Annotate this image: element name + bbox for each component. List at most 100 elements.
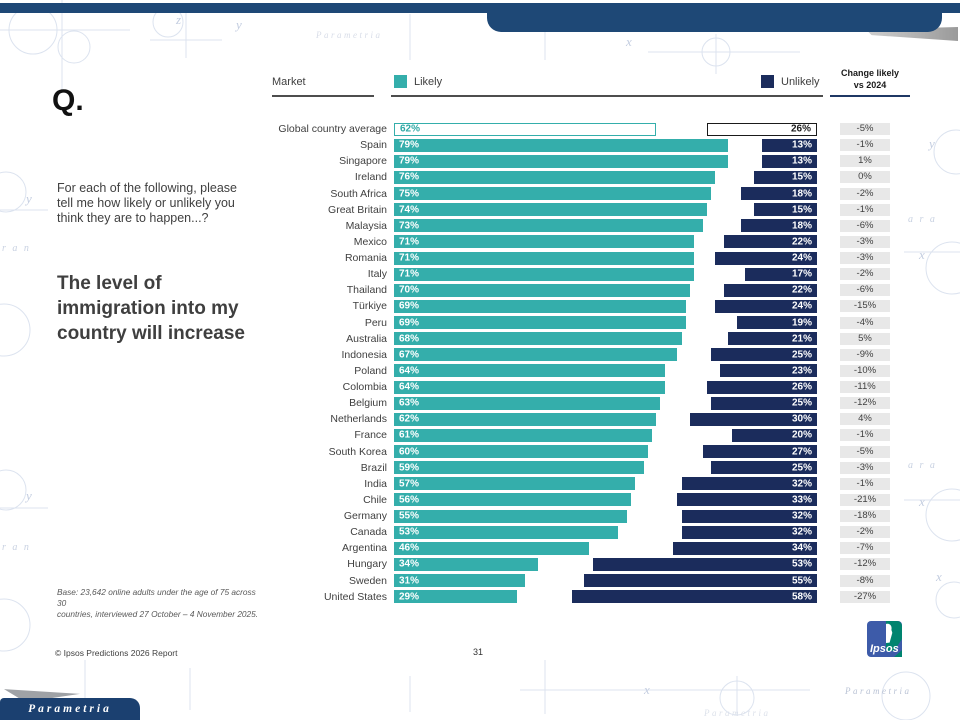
top-navy-band (487, 10, 942, 32)
chart-row: Spain 79% 13% -1% (270, 137, 890, 153)
likely-value: 70% (399, 284, 420, 296)
legend-likely-label: Likely (414, 75, 443, 88)
market-label: Peru (364, 316, 387, 329)
likely-value: 34% (399, 558, 420, 570)
chart-row: Australia 68% 21% 5% (270, 331, 890, 347)
likely-bar: 76% (394, 170, 716, 184)
unlikely-value: 20% (791, 429, 812, 441)
unlikely-value: 15% (791, 171, 812, 183)
change-cell: -1% (840, 203, 890, 216)
change-cell: -3% (840, 461, 890, 474)
change-cell: -18% (840, 510, 890, 523)
likely-bar: 57% (394, 477, 636, 491)
likely-value: 57% (399, 478, 420, 490)
likely-bar: 69% (394, 316, 686, 330)
watermark-text: r a n (2, 243, 31, 254)
question-mark-label: Q. (52, 84, 84, 117)
market-label: France (354, 429, 387, 442)
bar-track: 61% 20% (394, 428, 817, 442)
likely-bar: 62% (394, 412, 657, 426)
chart-row: Chile 56% 33% -21% (270, 492, 890, 508)
chart-row: Argentina 46% 34% -7% (270, 540, 890, 556)
unlikely-bar: 30% (690, 412, 817, 426)
unlikely-value: 23% (791, 365, 812, 377)
market-label: Malaysia (345, 219, 387, 232)
likely-value: 67% (399, 349, 420, 361)
unlikely-bar: 27% (702, 445, 817, 459)
bar-track: 62% 26% (394, 122, 817, 136)
legend-unlikely: Unlikely (761, 75, 820, 88)
unlikely-bar: 53% (592, 557, 817, 571)
unlikely-value: 19% (791, 317, 812, 329)
chart-row: Türkiye 69% 24% -15% (270, 298, 890, 314)
watermark-text: r a n (2, 542, 31, 553)
chart-row: Poland 64% 23% -10% (270, 363, 890, 379)
likely-value: 71% (399, 268, 420, 280)
unlikely-value: 13% (791, 139, 812, 151)
unlikely-bar: 22% (723, 235, 817, 249)
change-cell: 4% (840, 413, 890, 426)
unlikely-bar: 18% (740, 187, 817, 201)
unlikely-value: 32% (791, 478, 812, 490)
bar-track: 69% 24% (394, 299, 817, 313)
likely-bar: 64% (394, 380, 665, 394)
market-label: Netherlands (330, 413, 387, 426)
likely-value: 60% (399, 446, 420, 458)
ipsos-logo-text: Ipsos (870, 643, 899, 655)
market-label: Poland (354, 364, 387, 377)
market-label: Great Britain (328, 203, 387, 216)
likely-bar: 73% (394, 219, 703, 233)
unlikely-value: 32% (791, 510, 812, 522)
market-label: Brazil (360, 461, 387, 474)
change-cell: -21% (840, 493, 890, 506)
market-label: Türkiye (352, 300, 387, 313)
chart-row: Ireland 76% 15% 0% (270, 169, 890, 185)
likely-bar: 75% (394, 187, 712, 201)
bar-track: 76% 15% (394, 170, 817, 184)
change-cell: -3% (840, 235, 890, 248)
bar-track: 71% 22% (394, 235, 817, 249)
watermark-text: y (24, 191, 32, 206)
market-label: India (364, 477, 387, 490)
market-label: Spain (360, 139, 387, 152)
unlikely-value: 30% (791, 413, 812, 425)
market-label: Ireland (354, 171, 387, 184)
unlikely-value: 53% (791, 558, 812, 570)
unlikely-bar: 32% (681, 525, 817, 539)
unlikely-value: 15% (791, 204, 812, 216)
bar-track: 68% 21% (394, 332, 817, 346)
chart-row: Canada 53% 32% -2% (270, 524, 890, 540)
chart-row: Mexico 71% 22% -3% (270, 234, 890, 250)
chart-row: United States 29% 58% -27% (270, 589, 890, 605)
change-cell: -1% (840, 477, 890, 490)
watermark-text: y (24, 488, 32, 503)
chart-row: Belgium 63% 25% -12% (270, 395, 890, 411)
unlikely-bar: 15% (753, 170, 817, 184)
chart-row: Singapore 79% 13% 1% (270, 153, 890, 169)
bar-track: 34% 53% (394, 557, 817, 571)
likely-value: 74% (399, 204, 420, 216)
market-label: Canada (350, 526, 387, 539)
likely-value: 59% (399, 462, 420, 474)
likely-swatch-icon (394, 75, 407, 88)
unlikely-value: 22% (791, 284, 812, 296)
unlikely-bar: 19% (736, 316, 817, 330)
bar-track: 79% 13% (394, 154, 817, 168)
watermark-text: a r a (908, 214, 937, 225)
legend-unlikely-label: Unlikely (781, 75, 820, 88)
unlikely-bar: 58% (571, 590, 817, 604)
market-label: Mexico (353, 235, 387, 248)
chart-row: South Korea 60% 27% -5% (270, 444, 890, 460)
bar-track: 53% 32% (394, 525, 817, 539)
likely-value: 63% (399, 397, 420, 409)
likely-value: 29% (399, 591, 420, 603)
page-number: 31 (473, 647, 484, 657)
change-cell: -1% (840, 139, 890, 152)
chart-row: Romania 71% 24% -3% (270, 250, 890, 266)
unlikely-value: 13% (791, 155, 812, 167)
watermark-text: x (935, 569, 942, 584)
bar-track: 74% 15% (394, 203, 817, 217)
chart-row: Indonesia 67% 25% -9% (270, 347, 890, 363)
